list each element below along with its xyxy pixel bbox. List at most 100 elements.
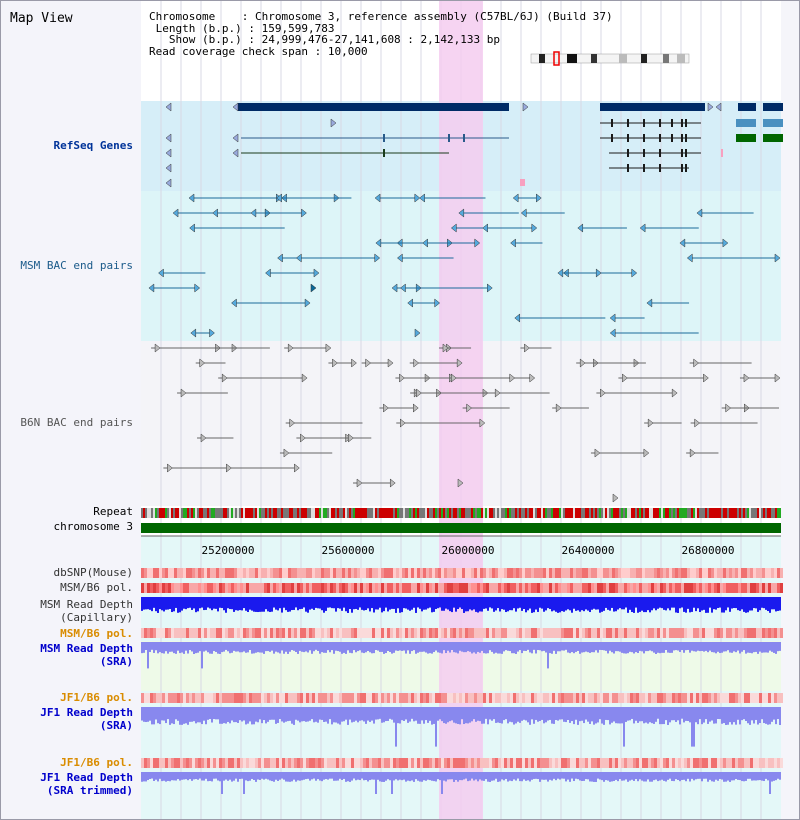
b6n-bac-end: [689, 448, 696, 458]
jf1-depth-sra-bar: [473, 707, 475, 720]
dbsnp-heat: [576, 568, 579, 578]
jf1-depth-trimmed-bar: [551, 772, 553, 781]
jf1-b6-pol-trimmed-heat: [546, 758, 549, 768]
msm-b6-pol-sra-heat: [174, 628, 177, 638]
msm-depth-capillary-bar: [501, 597, 503, 610]
jf1-b6-pol-trimmed-heat: [741, 758, 744, 768]
span-value: 10,000: [327, 44, 368, 58]
repeat-segment: [219, 508, 221, 518]
msm-b6-pol-sra-heat: [591, 628, 594, 638]
dbsnp-heat: [537, 568, 540, 578]
jf1-depth-sra-bar: [719, 707, 721, 720]
jf1-depth-trimmed-bar: [425, 772, 427, 781]
repeat-segment: [241, 508, 243, 518]
jf1-b6-pol-trimmed-heat: [501, 758, 504, 768]
jf1-b6-pol-heat: [543, 693, 546, 703]
jf1-depth-sra-bar: [487, 707, 489, 725]
jf1-depth-sra-bar: [269, 707, 271, 720]
jf1-b6-pol-trimmed-heat: [558, 758, 561, 768]
msm-depth-capillary-bar: [179, 597, 181, 613]
msm-b6-pol-sra-heat: [357, 628, 360, 638]
msm-depth-capillary-bar: [553, 597, 555, 611]
msm-depth-sra-bar: [215, 642, 217, 652]
msm-b6-pol-heat: [396, 583, 399, 593]
gene-exon: [681, 164, 683, 172]
msm-depth-sra-bar: [465, 642, 467, 653]
jf1-depth-trimmed-bar: [567, 772, 569, 780]
msm-depth-sra-bar: [183, 642, 185, 654]
msm-b6-pol-heat: [777, 583, 780, 593]
jf1-depth-sra-bar: [393, 707, 395, 723]
jf1-b6-pol-trimmed-heat: [306, 758, 309, 768]
msm-b6-pol-heat: [720, 583, 723, 593]
jf1-depth-trimmed-bar: [499, 772, 501, 782]
jf1-depth-sra-bar: [177, 707, 179, 721]
msm-depth-sra-bar: [443, 642, 445, 651]
msm-depth-capillary-bar: [655, 597, 657, 611]
jf1-b6-pol-heat: [465, 693, 468, 703]
jf1-depth-sra-bar: [237, 707, 239, 723]
msm-depth-sra-bar: [151, 642, 153, 650]
repeat-segment: [737, 508, 739, 518]
msm-depth-sra-bar: [309, 642, 311, 651]
ideogram-band: [677, 54, 685, 63]
dbsnp-heat: [306, 568, 309, 578]
msm-depth-capillary-bar: [199, 597, 201, 609]
msm-depth-sra-bar: [491, 642, 493, 652]
jf1-b6-pol-trimmed-heat: [141, 758, 144, 768]
jf1-b6-pol-trimmed-heat: [174, 758, 177, 768]
jf1-depth-trimmed-bar: [545, 772, 547, 780]
msm-depth-sra-bar: [185, 642, 187, 651]
jf1-b6-pol-heat: [549, 693, 552, 703]
jf1-depth-trimmed-bar: [327, 772, 329, 780]
jf1-depth-trimmed-bar: [541, 772, 543, 780]
msm-depth-sra-bar: [653, 642, 655, 653]
msm-b6-pol-sra-heat: [465, 628, 468, 638]
msm-b6-pol-sra-heat: [501, 628, 504, 638]
jf1-b6-pol-heat: [375, 693, 378, 703]
msm-bac-end: [557, 268, 564, 278]
dbsnp-heat: [552, 568, 555, 578]
msm-depth-capillary-bar: [755, 597, 757, 609]
msm-depth-sra-bar: [255, 642, 257, 653]
jf1-b6-pol-trimmed-heat: [147, 758, 150, 768]
msm-b6-pol-heat: [291, 583, 294, 593]
dbsnp-heat: [615, 568, 618, 578]
repeat-segment: [613, 508, 615, 518]
msm-b6-pol-sra-heat: [507, 628, 510, 638]
jf1-depth-trimmed-bar: [501, 772, 503, 780]
jf1-depth-trimmed-bar: [439, 772, 441, 781]
msm-b6-pol-heat: [681, 583, 684, 593]
jf1-depth-trimmed-bar: [569, 772, 571, 782]
jf1-depth-trimmed-bar: [695, 772, 697, 780]
jf1-b6-pol-heat: [213, 693, 216, 703]
repeat-segment: [403, 508, 405, 518]
msm-b6-pol-heat: [642, 583, 645, 593]
msm-depth-capillary-bar: [497, 597, 499, 609]
jf1-b6-pol-heat: [621, 693, 624, 703]
msm-depth-sra-bar: [341, 642, 343, 654]
msm-depth-capillary-bar: [217, 597, 219, 612]
msm-b6-pol-heat: [366, 583, 369, 593]
jf1-depth-sra-bar: [221, 707, 223, 724]
msm-depth-sra-bar: [571, 642, 573, 653]
jf1-b6-pol-heat: [330, 693, 333, 703]
msm-depth-capillary-bar: [413, 597, 415, 608]
jf1-depth-sra-bar: [469, 707, 471, 723]
jf1-depth-sra-bar: [321, 707, 323, 720]
jf1-depth-sra-bar: [361, 707, 363, 721]
msm-depth-sra-bar: [565, 642, 567, 650]
msm-depth-capillary-bar: [375, 597, 377, 610]
dbsnp-heat: [723, 568, 726, 578]
msm-b6-pol-heat: [267, 583, 270, 593]
jf1-b6-pol-trimmed-heat: [630, 758, 633, 768]
b6n-bac-end: [154, 343, 161, 353]
msm-b6-pol-sra-heat: [438, 628, 441, 638]
dbsnp-heat: [624, 568, 627, 578]
jf1-b6-pol-trimmed-heat: [156, 758, 159, 768]
repeat-segment: [495, 508, 497, 518]
msm-depth-sra-bar: [557, 642, 559, 652]
jf1-b6-pol-heat: [144, 693, 147, 703]
jf1-b6-pol-heat: [609, 693, 612, 703]
